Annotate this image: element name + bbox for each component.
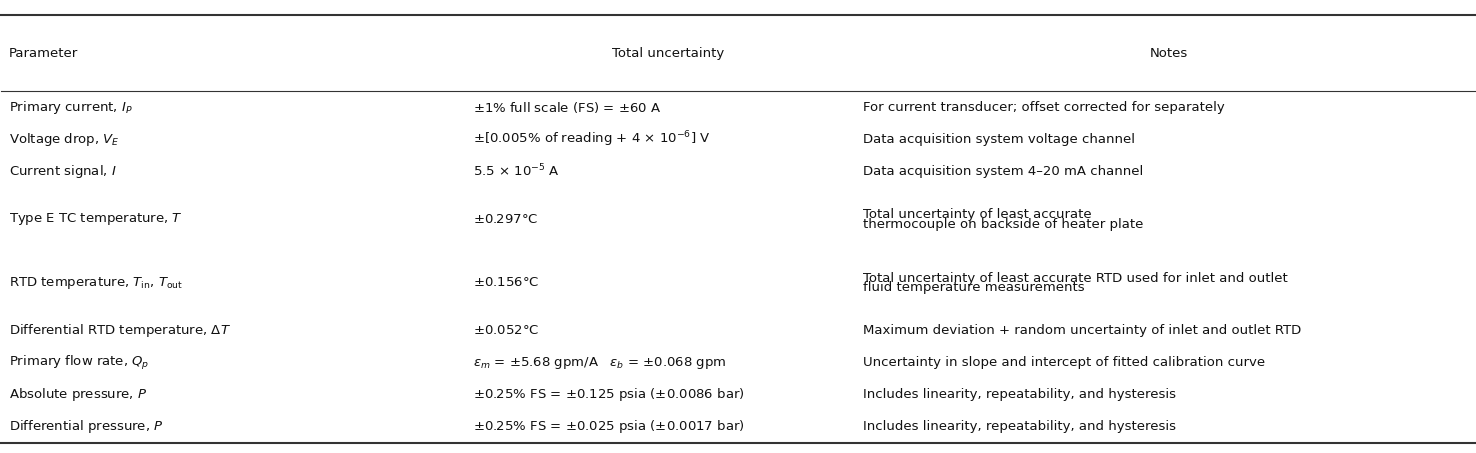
Text: Absolute pressure, $P$: Absolute pressure, $P$ <box>9 386 148 403</box>
Text: Differential RTD temperature, $\Delta T$: Differential RTD temperature, $\Delta T$ <box>9 323 230 339</box>
Text: $\pm$0.052°C: $\pm$0.052°C <box>472 324 539 337</box>
Text: RTD temperature, $T_{\mathrm{in}}$, $T_{\mathrm{out}}$: RTD temperature, $T_{\mathrm{in}}$, $T_{… <box>9 275 183 291</box>
Text: Notes: Notes <box>1150 47 1188 60</box>
Text: Primary flow rate, $Q_p$: Primary flow rate, $Q_p$ <box>9 354 149 372</box>
Text: Data acquisition system voltage channel: Data acquisition system voltage channel <box>863 133 1135 146</box>
Text: Primary current, $I_P$: Primary current, $I_P$ <box>9 99 133 116</box>
Text: thermocouple on backside of heater plate: thermocouple on backside of heater plate <box>863 217 1144 231</box>
Text: Voltage drop, $V_E$: Voltage drop, $V_E$ <box>9 131 120 148</box>
Text: Type E TC temperature, $T$: Type E TC temperature, $T$ <box>9 211 183 227</box>
Text: $\varepsilon_m$ = $\pm$5.68 gpm/A   $\varepsilon_b$ = $\pm$0.068 gpm: $\varepsilon_m$ = $\pm$5.68 gpm/A $\vare… <box>472 355 726 371</box>
Text: For current transducer; offset corrected for separately: For current transducer; offset corrected… <box>863 101 1225 114</box>
Text: 5.5 $\times$ 10$^{-5}$ A: 5.5 $\times$ 10$^{-5}$ A <box>472 163 559 179</box>
Text: fluid temperature measurements: fluid temperature measurements <box>863 281 1085 294</box>
Text: Includes linearity, repeatability, and hysteresis: Includes linearity, repeatability, and h… <box>863 388 1176 401</box>
Text: $\pm$0.297°C: $\pm$0.297°C <box>472 212 539 226</box>
Text: $\pm$0.25% FS = $\pm$0.125 psia ($\pm$0.0086 bar): $\pm$0.25% FS = $\pm$0.125 psia ($\pm$0.… <box>472 386 744 403</box>
Text: Data acquisition system 4–20 mA channel: Data acquisition system 4–20 mA channel <box>863 165 1144 178</box>
Text: $\pm$0.25% FS = $\pm$0.025 psia ($\pm$0.0017 bar): $\pm$0.25% FS = $\pm$0.025 psia ($\pm$0.… <box>472 418 744 435</box>
Text: Parameter: Parameter <box>9 47 78 60</box>
Text: Uncertainty in slope and intercept of fitted calibration curve: Uncertainty in slope and intercept of fi… <box>863 357 1265 369</box>
Text: Total uncertainty: Total uncertainty <box>613 47 725 60</box>
Text: Total uncertainty of least accurate: Total uncertainty of least accurate <box>863 208 1092 221</box>
Text: Maximum deviation + random uncertainty of inlet and outlet RTD: Maximum deviation + random uncertainty o… <box>863 324 1302 337</box>
Text: Differential pressure, $P$: Differential pressure, $P$ <box>9 418 164 435</box>
Text: $\pm$0.156°C: $\pm$0.156°C <box>472 276 539 289</box>
Text: $\pm$1% full scale (FS) = $\pm$60 A: $\pm$1% full scale (FS) = $\pm$60 A <box>472 100 661 115</box>
Text: Current signal, $I$: Current signal, $I$ <box>9 163 117 180</box>
Text: Total uncertainty of least accurate RTD used for inlet and outlet: Total uncertainty of least accurate RTD … <box>863 271 1289 284</box>
Text: Includes linearity, repeatability, and hysteresis: Includes linearity, repeatability, and h… <box>863 420 1176 433</box>
Text: $\pm$[0.005% of reading + 4 $\times$ 10$^{-6}$] V: $\pm$[0.005% of reading + 4 $\times$ 10$… <box>472 130 710 149</box>
